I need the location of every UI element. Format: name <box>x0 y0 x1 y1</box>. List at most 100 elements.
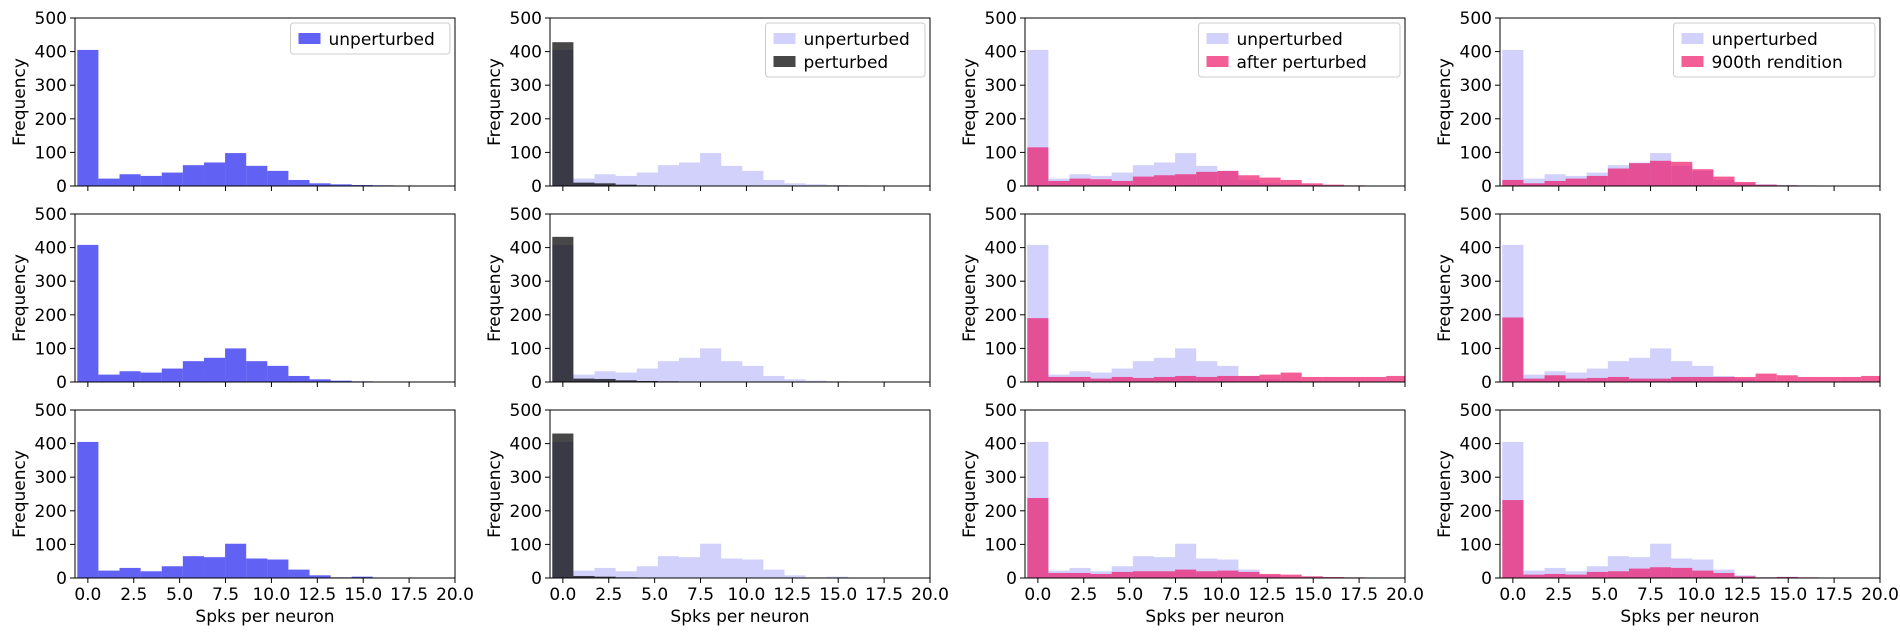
histogram-bar <box>1069 376 1091 382</box>
x-tick-label: 7.5 <box>212 585 239 605</box>
histogram-bar <box>119 371 141 382</box>
y-tick-label: 100 <box>1460 143 1492 163</box>
histogram-bar <box>636 566 658 578</box>
histogram-bar <box>805 380 827 382</box>
histogram-bar <box>309 183 331 186</box>
histogram-bar <box>1565 574 1587 578</box>
y-tick-label: 300 <box>1460 468 1492 488</box>
histogram-bar <box>594 567 616 578</box>
x-tick-label: 15.0 <box>344 585 382 605</box>
histogram-bar <box>784 575 806 578</box>
y-tick-label: 400 <box>985 43 1017 63</box>
y-tick-label: 100 <box>510 143 542 163</box>
histogram-bar <box>1090 179 1112 186</box>
axes-frame <box>74 213 456 383</box>
y-axis-label: Frequency <box>10 254 30 342</box>
histogram-bar <box>1027 147 1049 186</box>
histogram-bar <box>763 569 785 578</box>
y-tick-label: 100 <box>35 143 67 163</box>
histogram-bar <box>1544 375 1566 382</box>
legend-box <box>1198 22 1401 78</box>
histogram-bar <box>1217 570 1239 578</box>
histogram-bar <box>225 543 247 578</box>
x-tick-label: 17.5 <box>390 585 428 605</box>
x-tick-label: 5.0 <box>641 585 668 605</box>
histogram-bar <box>1840 376 1862 382</box>
x-tick-label: 10.0 <box>252 585 290 605</box>
y-tick-label: 400 <box>510 435 542 455</box>
y-tick-label: 0 <box>56 569 67 589</box>
y-tick-label: 400 <box>1460 239 1492 259</box>
legend-box <box>1673 22 1876 78</box>
x-tick-label: 2.5 <box>120 585 147 605</box>
subplot-r0-c3: 0 100 200 300 400 500 Frequency unperturbed 900t… <box>1435 9 1881 197</box>
y-tick-label: 0 <box>56 177 67 197</box>
histogram-bar <box>1259 374 1281 382</box>
histogram-bar <box>140 571 162 578</box>
histogram-bar <box>1734 181 1756 186</box>
histogram-bar <box>594 576 616 578</box>
y-tick-label: 500 <box>510 205 542 225</box>
histogram-bar <box>594 371 616 382</box>
x-tick-label: 2.5 <box>1070 585 1097 605</box>
histogram-bar <box>98 374 120 382</box>
y-axis-label: Frequency <box>10 58 30 146</box>
histogram-bar <box>1090 378 1112 382</box>
histogram-bar <box>351 184 373 186</box>
histogram-bar <box>1238 375 1260 382</box>
histogram-bar <box>1322 376 1344 382</box>
bars <box>1027 441 1387 578</box>
y-tick-label: 500 <box>35 9 67 29</box>
y-tick-label: 500 <box>1460 9 1492 29</box>
x-axis-label: Spks per neuron <box>195 607 334 627</box>
y-tick-label: 400 <box>35 239 67 259</box>
histogram-bar <box>1280 372 1302 382</box>
histogram-bar <box>573 575 595 578</box>
histogram-bar <box>1692 376 1714 382</box>
y-tick-label: 300 <box>510 272 542 292</box>
y-tick-label: 400 <box>35 435 67 455</box>
y-tick-label: 400 <box>35 43 67 63</box>
histogram-bar <box>1628 357 1651 382</box>
histogram-bar <box>1776 375 1798 382</box>
subplot-r1-c0: 0 100 200 300 400 500 Frequency <box>10 205 456 393</box>
x-tick-label: 5.0 <box>166 585 193 605</box>
y-tick-label: 400 <box>1460 435 1492 455</box>
legend-swatch <box>1681 56 1704 67</box>
y-tick-label: 200 <box>510 502 542 522</box>
legend-swatch <box>298 33 321 44</box>
x-tick-label: 0.0 <box>1024 585 1051 605</box>
histogram-bar <box>1671 161 1693 186</box>
histogram-bar <box>594 183 616 186</box>
histogram-bar <box>182 165 204 186</box>
histogram-bar <box>1882 379 1900 382</box>
bars <box>77 441 394 578</box>
histogram-bar <box>742 559 764 578</box>
histogram-bar <box>1755 373 1777 382</box>
histogram-bar <box>288 179 310 186</box>
x-tick-label: 12.5 <box>773 585 811 605</box>
histogram-bar <box>119 174 141 186</box>
histogram-bar <box>1090 372 1112 382</box>
histogram-bar <box>1175 543 1197 578</box>
histogram-bar <box>1586 175 1608 186</box>
bars <box>77 49 416 186</box>
histogram-bar <box>1523 374 1545 382</box>
y-axis-label: Frequency <box>960 58 980 146</box>
subplot-r2-c0: 0 100 200 300 400 500 0.0 2.5 5.0 7.5 10.0 12.5 15.0… <box>10 401 474 627</box>
histogram-bar <box>1607 571 1629 578</box>
y-axis-label: Frequency <box>960 450 980 538</box>
histogram-bar <box>1322 576 1344 578</box>
y-tick-label: 400 <box>1460 43 1492 63</box>
x-tick-label: 5.0 <box>1591 585 1618 605</box>
histogram-bar <box>1650 160 1672 186</box>
y-tick-label: 0 <box>1006 177 1017 197</box>
histogram-bar <box>1238 175 1260 186</box>
y-tick-label: 200 <box>985 110 1017 130</box>
y-axis-label: Frequency <box>10 450 30 538</box>
histogram-bar <box>678 357 701 382</box>
histogram-bar <box>1111 571 1133 578</box>
histogram-bar <box>1818 376 1841 382</box>
histogram-bar <box>615 184 637 186</box>
y-tick-label: 200 <box>985 306 1017 326</box>
